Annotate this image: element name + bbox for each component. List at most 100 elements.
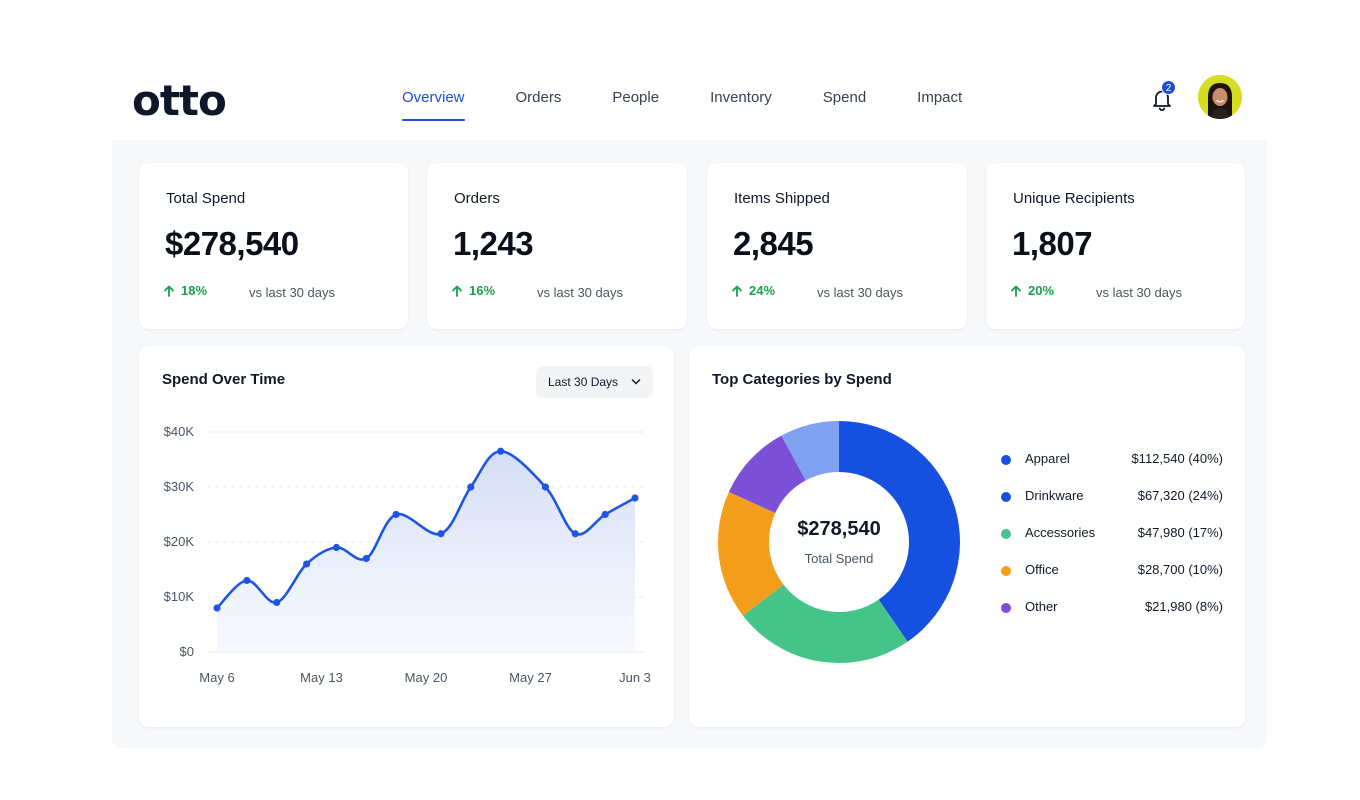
data-point[interactable]: [213, 604, 221, 612]
donut-slice-drinkware[interactable]: [743, 584, 908, 663]
data-point[interactable]: [437, 530, 445, 538]
y-tick-label: $20K: [164, 534, 195, 549]
kpi-delta-value: 20%: [1028, 283, 1055, 298]
date-range-label: Last 30 Days: [548, 375, 619, 389]
category-donut-chart: [718, 421, 960, 663]
donut-slice-apparel[interactable]: [839, 421, 960, 642]
kpi-delta: 24%: [731, 283, 775, 298]
legend-color-dot: [1001, 566, 1011, 576]
arrow-up-icon: [732, 285, 742, 297]
donut-slice-other[interactable]: [781, 421, 839, 481]
data-point[interactable]: [497, 447, 505, 455]
legend-label: Drinkware: [1025, 488, 1084, 503]
data-point[interactable]: [332, 543, 341, 552]
legend-item-other[interactable]: Other $21,980 (8%): [1001, 596, 1223, 633]
nav-tab-inventory[interactable]: Inventory: [710, 89, 772, 106]
kpi-delta-value: 24%: [749, 283, 776, 298]
kpi-delta: 18%: [163, 283, 207, 298]
spend-line-chart: $0 $10K $20K $30K $40K May 6 May 13 May 20 May 2…: [164, 424, 651, 685]
kpi-title: Unique Recipients: [1013, 190, 1135, 207]
data-point[interactable]: [631, 494, 639, 502]
kpi-value: 1,807: [1012, 225, 1093, 262]
legend-item-apparel[interactable]: Apparel $112,540 (40%): [1001, 448, 1223, 485]
kpi-comparison: vs last 30 days: [817, 285, 903, 300]
x-tick-label: May 27: [509, 670, 552, 685]
y-tick-label: $40K: [164, 424, 195, 439]
legend-value: $21,980 (8%): [1144, 599, 1223, 614]
legend-label: Office: [1025, 562, 1059, 577]
x-tick-label: Jun 3: [619, 670, 651, 685]
kpi-delta-value: 18%: [181, 283, 208, 298]
data-point[interactable]: [302, 560, 311, 568]
donut-slice-office[interactable]: [728, 435, 806, 513]
legend-item-office[interactable]: Office $28,700 (10%): [1001, 559, 1223, 596]
y-tick-label: $30K: [164, 479, 195, 494]
main-nav: Overview Orders People Inventory Spend I…: [402, 70, 1013, 140]
x-tick-label: May 6: [199, 670, 234, 685]
data-point[interactable]: [571, 530, 579, 538]
series-area: [217, 451, 635, 652]
data-point[interactable]: [362, 554, 370, 563]
legend-color-dot: [1001, 603, 1011, 613]
legend-value: $47,980 (17%): [1137, 525, 1223, 540]
user-avatar[interactable]: [1198, 75, 1242, 119]
arrow-up-icon: [452, 285, 462, 297]
nav-tab-people[interactable]: People: [612, 89, 660, 106]
otto-logo[interactable]: otto: [132, 76, 227, 125]
legend-item-drinkware[interactable]: Drinkware $67,320 (24%): [1001, 485, 1223, 522]
arrow-up-icon: [164, 285, 174, 297]
nav-tab-orders[interactable]: Orders: [515, 89, 562, 106]
kpi-card-items-shipped: Items Shipped 2,845 24% vs last 30 days: [707, 163, 967, 329]
kpi-card-orders: Orders 1,243 16% vs last 30 days: [427, 163, 687, 329]
kpi-value: 2,845: [733, 225, 814, 262]
legend-value: $112,540 (40%): [1131, 451, 1223, 466]
notification-count-badge: 2: [1161, 80, 1176, 95]
legend-color-dot: [1001, 455, 1011, 465]
kpi-delta-value: 16%: [469, 283, 496, 298]
kpi-value: 1,243: [453, 225, 534, 262]
categories-title: Top Categories by Spend: [712, 371, 892, 388]
kpi-comparison: vs last 30 days: [249, 285, 335, 300]
data-point[interactable]: [243, 576, 251, 585]
data-point[interactable]: [541, 483, 550, 491]
kpi-comparison: vs last 30 days: [1096, 285, 1182, 300]
kpi-delta: 20%: [1010, 283, 1054, 298]
dashboard-app: otto Overview Orders People Inventory Sp…: [112, 70, 1267, 748]
data-point[interactable]: [392, 510, 400, 519]
kpi-title: Orders: [454, 190, 500, 207]
nav-tab-overview[interactable]: Overview: [402, 70, 465, 140]
legend-label: Other: [1025, 599, 1058, 614]
chevron-down-icon: [631, 379, 641, 385]
legend-value: $67,320 (24%): [1137, 488, 1223, 503]
legend-color-dot: [1001, 492, 1011, 502]
data-point[interactable]: [467, 483, 475, 491]
category-legend: Apparel $112,540 (40%) Drinkware $67,320 (2…: [1001, 448, 1223, 633]
spend-over-time-card: Spend Over Time Last 30 Days $0 $10K $20K $…: [139, 346, 674, 727]
date-range-dropdown[interactable]: Last 30 Days: [536, 366, 653, 398]
legend-label: Accessories: [1025, 525, 1096, 540]
y-tick-label: $0: [180, 644, 194, 659]
nav-tab-spend[interactable]: Spend: [822, 89, 867, 106]
top-categories-card: Top Categories by Spend $278,540 Total S…: [689, 346, 1245, 727]
kpi-value: $278,540: [165, 225, 299, 262]
kpi-title: Items Shipped: [734, 190, 830, 207]
donut-slice-accessories[interactable]: [718, 491, 784, 616]
nav-tab-impact[interactable]: Impact: [917, 89, 963, 106]
y-tick-label: $10K: [164, 589, 195, 604]
kpi-card-unique-recipients: Unique Recipients 1,807 20% vs last 30 d…: [986, 163, 1245, 329]
donut-center-label: Total Spend: [804, 551, 874, 566]
legend-color-dot: [1001, 529, 1011, 539]
donut-center-value: $278,540: [797, 518, 881, 540]
data-point[interactable]: [273, 598, 281, 607]
arrow-up-icon: [1011, 285, 1021, 297]
x-tick-label: May 20: [405, 670, 448, 685]
kpi-title: Total Spend: [166, 190, 246, 207]
legend-value: $28,700 (10%): [1137, 562, 1223, 577]
top-navigation-bar: otto Overview Orders People Inventory Sp…: [112, 70, 1267, 140]
spend-chart-title: Spend Over Time: [162, 371, 286, 388]
legend-item-accessories[interactable]: Accessories $47,980 (17%): [1001, 522, 1223, 559]
kpi-comparison: vs last 30 days: [537, 285, 623, 300]
kpi-card-total-spend: Total Spend $278,540 18% vs last 30 days: [139, 163, 408, 329]
data-point[interactable]: [601, 510, 609, 519]
kpi-delta: 16%: [451, 283, 495, 298]
